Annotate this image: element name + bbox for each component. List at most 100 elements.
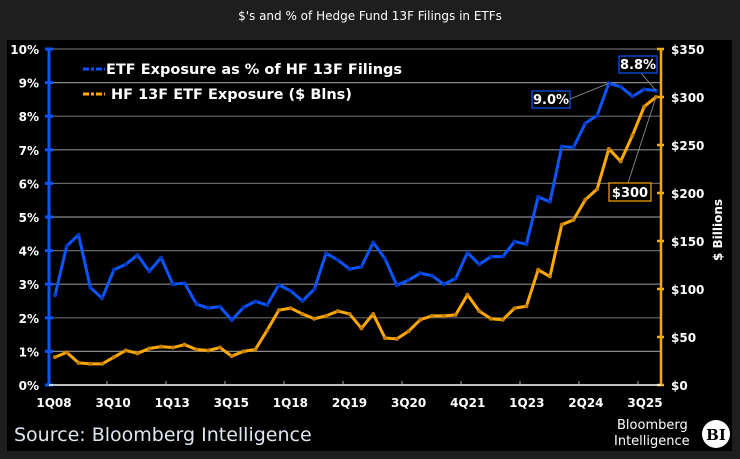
legend-label-pct: ETF Exposure as % of HF 13F Filings (106, 62, 402, 78)
data-point (371, 311, 376, 316)
data-point (53, 293, 57, 298)
left-axis-label: 0% (19, 379, 39, 393)
x-axis-label: 3Q20 (391, 396, 426, 410)
data-point (642, 87, 647, 92)
x-axis-label: 3Q25 (627, 396, 662, 410)
data-point (559, 222, 564, 227)
data-point (465, 250, 470, 255)
data-point (335, 309, 340, 314)
chart-panel (7, 40, 732, 451)
chart-title: $'s and % of Hedge Fund 13F Filings in E… (238, 9, 502, 23)
data-point (123, 262, 128, 267)
annotation-box (608, 182, 652, 202)
axes: 0% 1% 2% 3% 4% 5% 6% 7% 8% 9% 10% $0 $50 $100 $150 $200… (10, 43, 704, 410)
data-point (324, 251, 329, 256)
data-point (241, 305, 246, 310)
series-layer (53, 81, 658, 366)
data-point (547, 199, 552, 204)
series-line-pct (53, 81, 657, 322)
data-point (147, 346, 152, 351)
data-point (441, 313, 446, 318)
data-point (312, 287, 317, 292)
data-point (265, 303, 270, 308)
data-point (359, 264, 364, 269)
right-axis-label: $0 (671, 379, 688, 393)
logo-line2: Intelligence (614, 434, 690, 449)
data-point (512, 239, 517, 244)
data-point (382, 256, 387, 261)
data-point (583, 121, 588, 126)
gridlines (49, 48, 661, 352)
data-point (536, 267, 541, 272)
data-point (477, 309, 482, 314)
data-point (630, 94, 635, 99)
data-point (489, 316, 494, 321)
data-point (347, 267, 352, 272)
data-point (276, 308, 281, 313)
annotation-label: $300 (612, 186, 648, 201)
right-axis-title: $ Billions (711, 199, 725, 261)
data-point (536, 194, 541, 199)
annotations: 8.8% 9.0% $300 (531, 55, 658, 202)
data-point (512, 306, 517, 311)
data-point (583, 197, 588, 202)
data-point (217, 304, 222, 309)
data-point (418, 317, 423, 322)
data-point (430, 313, 435, 318)
data-point (606, 146, 611, 151)
data-point (630, 133, 635, 138)
data-point (206, 348, 211, 353)
data-point (53, 355, 57, 360)
left-axis-label: 1% (19, 345, 39, 359)
bloomberg-intelligence-logo: Bloomberg Intelligence BI (614, 418, 730, 449)
data-point (147, 269, 152, 274)
data-point (595, 187, 600, 192)
data-point (547, 274, 552, 279)
x-axis-label: 2Q24 (568, 396, 603, 410)
data-point (194, 347, 199, 352)
x-axis-label: 1Q13 (155, 396, 190, 410)
left-axis-label: 6% (19, 177, 39, 191)
x-axis-label: 3Q10 (95, 396, 130, 410)
data-point (418, 271, 423, 276)
data-point (465, 292, 470, 297)
data-point (477, 262, 482, 267)
annotation-box (531, 90, 571, 109)
data-point (371, 240, 376, 245)
data-point (430, 273, 435, 278)
data-point (88, 361, 93, 366)
data-point (559, 144, 564, 149)
data-point (64, 350, 69, 355)
data-point (229, 354, 234, 359)
data-point (182, 281, 187, 286)
data-point (217, 345, 222, 350)
data-point (300, 311, 305, 316)
left-axis-label: 4% (19, 245, 39, 259)
data-point (159, 255, 164, 260)
data-point (265, 328, 270, 333)
data-point (500, 254, 505, 259)
annotation-box (618, 55, 658, 74)
data-point (88, 285, 93, 290)
data-point (229, 318, 234, 323)
x-axis-label: 3Q15 (214, 396, 249, 410)
data-point (76, 232, 81, 237)
data-point (135, 351, 140, 356)
x-axis-label: 4Q21 (450, 396, 485, 410)
legend: ETF Exposure as % of HF 13F Filings HF 1… (83, 62, 402, 103)
data-point (441, 282, 446, 287)
data-point (571, 145, 576, 150)
data-point (406, 278, 411, 283)
data-point (76, 360, 81, 365)
source-note: Source: Bloomberg Intelligence (14, 424, 312, 446)
data-point (253, 299, 258, 304)
legend-label-usd: HF 13F ETF Exposure ($ Blns) (111, 87, 352, 103)
data-point (100, 361, 105, 366)
data-point (335, 258, 340, 263)
left-axis-label: 2% (19, 312, 39, 326)
data-point (288, 288, 293, 293)
x-axis-label: 1Q08 (36, 396, 71, 410)
right-axis-label: $250 (671, 139, 704, 153)
data-point (170, 282, 175, 287)
data-point (618, 159, 623, 164)
